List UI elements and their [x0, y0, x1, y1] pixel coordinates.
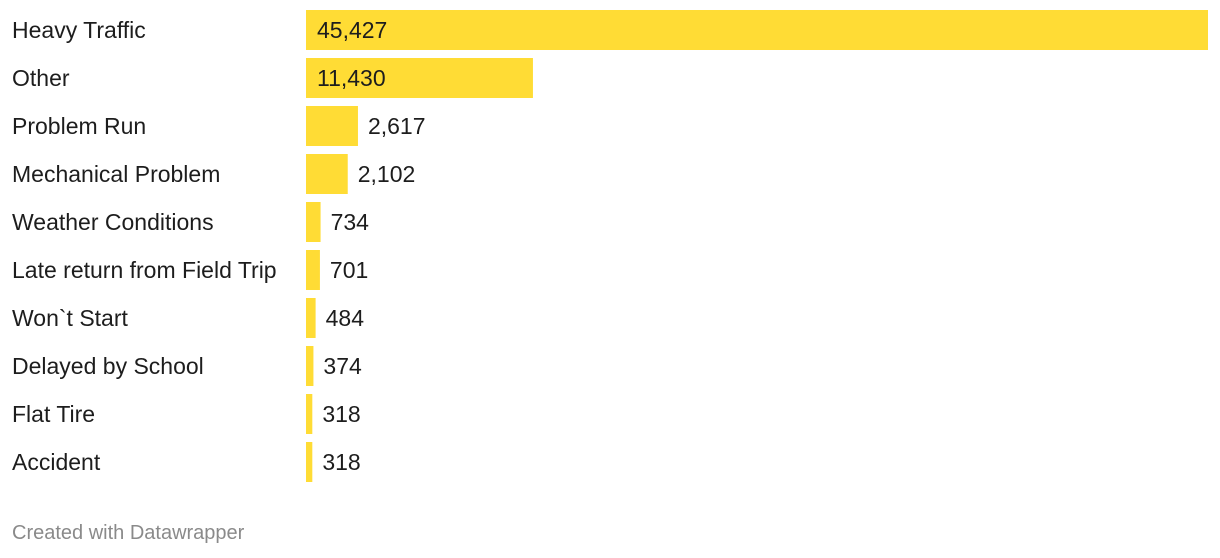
category-label: Other: [12, 65, 70, 91]
value-label: 11,430: [317, 65, 386, 91]
bar-row: Mechanical Problem 2,102: [12, 154, 415, 194]
value-label: 318: [322, 401, 360, 427]
bar: [306, 154, 348, 194]
category-label: Weather Conditions: [12, 209, 214, 235]
category-label: Heavy Traffic: [12, 17, 146, 43]
datawrapper-credit: Created with Datawrapper: [12, 522, 245, 544]
value-label: 701: [330, 257, 368, 283]
bar-row: Accident 318: [12, 442, 361, 482]
value-label: 2,617: [368, 113, 426, 139]
bar-row: Other 11,430: [12, 58, 533, 98]
category-label: Flat Tire: [12, 401, 95, 427]
bar-row: Heavy Traffic 45,427: [12, 10, 1208, 50]
bar-row: Problem Run 2,617: [12, 106, 426, 146]
bar: [306, 58, 533, 98]
bar-row: Late return from Field Trip 701: [12, 250, 368, 290]
value-label: 734: [331, 209, 370, 235]
category-label: Accident: [12, 449, 101, 475]
value-label: 318: [322, 449, 360, 475]
bar-row: Delayed by School 374: [12, 346, 362, 386]
bar-row: Weather Conditions 734: [12, 202, 369, 242]
bar-chart: Heavy Traffic 45,427 Other 11,430 Problem Ru…: [12, 10, 1208, 482]
bar: [306, 394, 313, 434]
category-label: Late return from Field Trip: [12, 257, 277, 283]
value-label: 2,102: [358, 161, 416, 187]
bar: [306, 346, 314, 386]
category-label: Delayed by School: [12, 353, 204, 379]
value-label: 484: [326, 305, 365, 331]
value-label: 374: [323, 353, 362, 379]
bar: [306, 250, 320, 290]
bar: [306, 106, 358, 146]
bar: [306, 298, 316, 338]
bar: [306, 10, 1208, 50]
category-label: Problem Run: [12, 113, 146, 139]
bar: [306, 202, 321, 242]
category-label: Mechanical Problem: [12, 161, 220, 187]
bar: [306, 442, 313, 482]
category-label: Won`t Start: [12, 305, 128, 331]
bar-row: Won`t Start 484: [12, 298, 364, 338]
bar-row: Flat Tire 318: [12, 394, 361, 434]
value-label: 45,427: [317, 17, 387, 43]
